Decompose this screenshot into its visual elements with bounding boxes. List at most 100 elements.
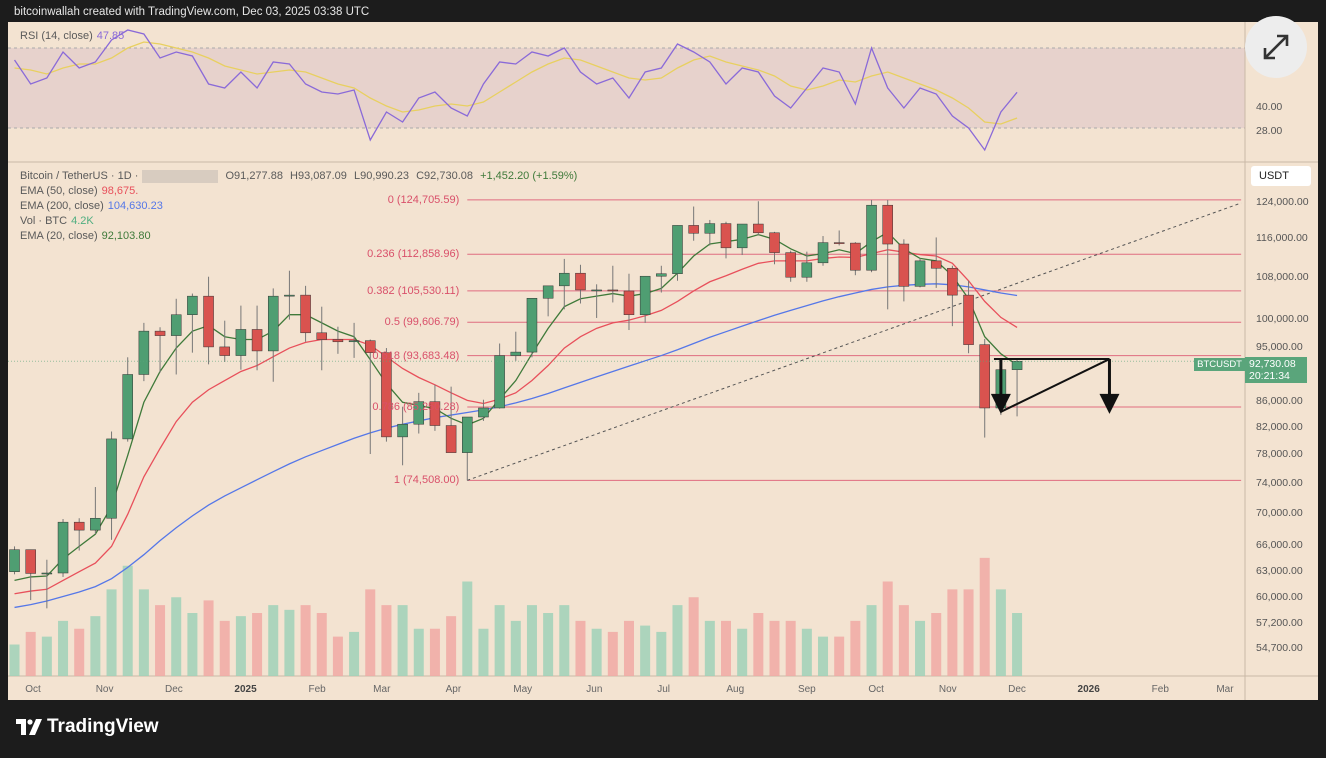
price-axis-label: 78,000.00 [1256,448,1303,461]
candle-body [122,374,133,440]
rsi-ma-line [14,41,1018,125]
candle-body [623,290,635,315]
tradingview-logo-icon [16,719,42,735]
rsi-legend-value: 47.85 [96,30,125,42]
ema200-label: EMA (200, close) [20,200,104,212]
fib-level-label: 0.236 (112,858.96) [367,248,460,261]
candle-body [526,297,538,353]
volume-bar [397,605,408,676]
symbol-name[interactable]: Bitcoin / TetherUS · 1D · [20,170,139,183]
candle-body [365,340,376,353]
volume-bar [446,616,457,676]
time-axis-label: Aug [726,684,745,695]
candle-body [235,329,247,356]
volume-bar [834,636,845,676]
price-axis-label: 60,000.00 [1256,591,1303,604]
fib-level-label: 1 (74,508.00) [393,474,460,487]
expand-button[interactable] [1245,16,1307,78]
volume-bar [898,605,909,676]
candle-body [445,425,457,453]
ema50-value: 98,675. [101,185,139,197]
candle-body [90,517,101,531]
candle-body [769,232,780,253]
candle-body [947,267,958,296]
volume-bar [9,644,20,676]
trend-line [467,202,1242,481]
last-price: 92,730.08 [1249,358,1296,370]
volume-bar [58,620,69,676]
brand-name: TradingView [47,716,159,737]
volume-bar [623,620,634,676]
ohlc-change: +1,452.20 (+1.59%) [480,170,578,183]
ema200-legend[interactable]: EMA (200, close) 104,630.23 [20,200,167,212]
rsi-legend-label: RSI (14, close) [20,30,93,42]
candle-body [429,401,441,426]
price-axis-label: 63,000.00 [1256,564,1303,577]
candle-body [106,438,117,519]
time-axis-label: Mar [1216,684,1234,695]
ohlc-high: H93,087.09 [290,170,347,183]
time-axis-label: Nov [95,684,114,695]
chart-frame[interactable]: RSI (14, close) 47.85 Bitcoin / TetherUS … [8,16,1318,700]
symbol-price-tag: BTCUSDT [1194,358,1245,371]
candle-body [203,295,214,348]
price-axis-label: 116,000.00 [1256,232,1308,245]
volume-bar [300,605,311,676]
ohlc-open: O91,277.88 [225,170,283,183]
candle-body [462,416,473,453]
candle-body [736,223,748,249]
candle-body [494,355,505,409]
price-axis-label: 100,000.00 [1256,313,1309,326]
rsi-axis-label: 28.00 [1256,125,1283,137]
ema20-value: 92,103.80 [101,230,151,242]
currency-selector[interactable]: USDT [1251,166,1311,186]
bar-countdown: 20:21:34 [1249,370,1290,382]
time-axis-label: Nov [938,684,957,695]
rsi-axis-label: 40.00 [1256,101,1283,113]
candle-body [300,294,311,334]
volume-bar [155,605,166,676]
candle-body [138,330,150,375]
blurred-exchange [142,170,219,183]
candle-body [559,272,570,287]
volume-bar [138,589,149,676]
time-axis-label: Feb [1151,684,1169,695]
volume-bar [316,613,327,676]
candle-body [591,289,602,292]
volume-bar [74,628,85,676]
time-axis-label: Mar [373,684,391,695]
fib-level-label: 0.618 (93,683.48) [372,349,460,362]
ema20-line [14,231,1018,582]
volume-bar [801,628,812,676]
volume-bar [478,628,489,676]
time-axis-label: 2026 [1077,684,1100,695]
price-axis-label: 82,000.00 [1256,421,1303,434]
volume-bar [931,613,942,676]
volume-bar [381,605,392,676]
price-axis-label: 108,000.00 [1256,271,1309,284]
candle-body [170,314,182,336]
candle-body [753,223,764,234]
candle-body [850,242,861,271]
volume-bar [607,631,618,676]
time-axis-label: Oct [868,684,884,695]
chart-canvas[interactable] [8,22,1318,700]
volume-bar [721,620,731,676]
ema50-legend[interactable]: EMA (50, close) 98,675. [20,185,142,197]
volume-legend[interactable]: Vol · BTC 4.2K [20,215,98,227]
ema20-legend[interactable]: EMA (20, close) 92,103.80 [20,230,155,242]
volume-bar [963,589,974,676]
ema200-line [14,283,1018,609]
tradingview-logo[interactable]: TradingView [16,716,159,738]
time-axis-label: Dec [165,684,183,695]
ohlc-close: C92,730.08 [416,170,473,183]
volume-bar [429,628,440,676]
volume-bar [252,613,263,676]
attribution-text: bitcoinwallah created with TradingView.c… [14,6,370,18]
candle-body [267,295,279,352]
candle-body [510,351,522,356]
down-arrow-head [990,393,1011,414]
candle-body [57,521,69,574]
price-axis-label: 70,000.00 [1256,507,1303,520]
time-axis-label: Oct [25,684,41,695]
